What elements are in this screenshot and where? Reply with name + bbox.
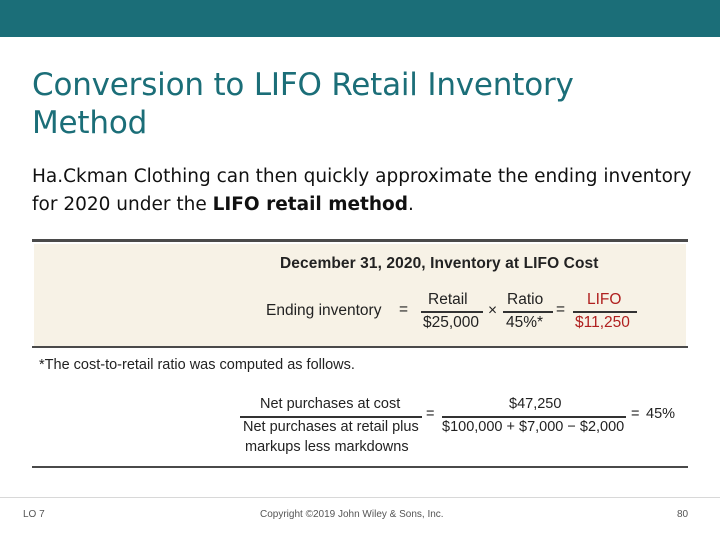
lifo-value: $11,250 — [575, 314, 630, 331]
figure-top-rule — [32, 239, 688, 242]
ratio-denominator-label-2: markups less markdowns — [245, 439, 409, 455]
ratio-value-bar — [442, 416, 626, 418]
ratio-equals-2: = — [631, 406, 640, 422]
panel-heading: December 31, 2020, Inventory at LIFO Cos… — [280, 255, 599, 272]
formula-equals: = — [399, 301, 409, 318]
figure-bottom-rule — [32, 466, 688, 468]
panel-bottom-rule — [32, 346, 688, 348]
ratio-numerator-label: Net purchases at cost — [260, 396, 401, 412]
retail-fraction-bar — [421, 311, 483, 313]
retail-header: Retail — [428, 291, 468, 308]
ratio-denominator-label-1: Net purchases at retail plus — [243, 419, 419, 435]
slide-title: Conversion to LIFO Retail Inventory Meth… — [32, 66, 692, 142]
ending-inventory-label: Ending inventory — [266, 302, 382, 319]
intro-bold-term: LIFO retail method — [212, 194, 408, 215]
ratio-header: Ratio — [507, 291, 544, 308]
formula-times: × — [488, 302, 498, 319]
slide-title-line-1: Conversion to LIFO Retail Inventory — [32, 67, 574, 103]
intro-text: Ha.Ckman Clothing can then quickly appro… — [32, 166, 692, 215]
footnote: *The cost-to-retail ratio was computed a… — [39, 357, 355, 373]
intro-paragraph: Ha.Ckman Clothing can then quickly appro… — [32, 163, 692, 219]
footer-divider — [0, 497, 720, 498]
top-banner — [0, 0, 720, 37]
ratio-value: 45%* — [506, 314, 544, 331]
ratio-fraction-bar — [503, 311, 553, 313]
ratio-denominator-value: $100,000 + $7,000 − $2,000 — [442, 419, 625, 435]
retail-value: $25,000 — [423, 314, 480, 331]
ratio-equals: = — [426, 406, 435, 422]
lifo-cost-panel — [34, 244, 686, 346]
intro-end: . — [407, 194, 414, 215]
lifo-header: LIFO — [587, 291, 622, 308]
lifo-fraction-bar — [573, 311, 637, 313]
ratio-label-bar — [240, 416, 422, 418]
page-number: 80 — [677, 509, 689, 520]
ratio-result: 45% — [646, 406, 676, 422]
slide-title-line-2: Method — [32, 105, 148, 141]
formula-equals-2: = — [556, 301, 566, 318]
copyright: Copyright ©2019 John Wiley & Sons, Inc. — [260, 509, 444, 520]
ratio-numerator-value: $47,250 — [509, 396, 562, 412]
learning-objective: LO 7 — [23, 509, 45, 520]
